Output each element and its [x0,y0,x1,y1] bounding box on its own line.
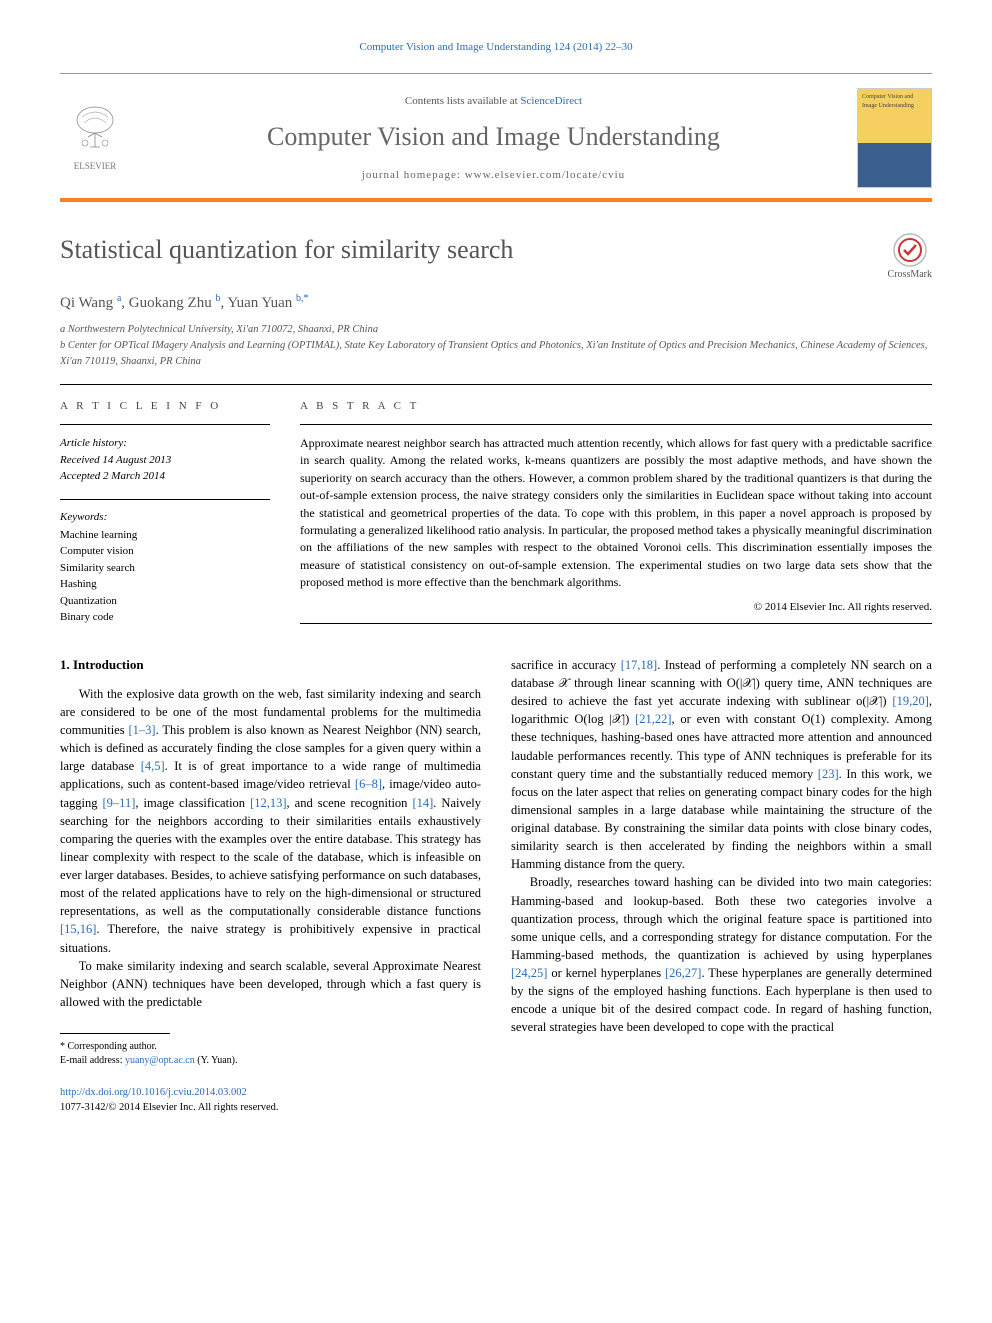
divider [60,424,270,425]
header-center: Contents lists available at ScienceDirec… [150,94,837,183]
keyword: Machine learning [60,527,270,544]
body-columns: 1. Introduction With the explosive data … [60,656,932,1068]
citation-link[interactable]: [26,27] [665,966,701,980]
divider [60,499,270,500]
citation-link[interactable]: [12,13] [250,796,286,810]
citation-link[interactable]: [19,20] [892,694,928,708]
homepage-prefix: journal homepage: [362,169,465,181]
received-date: Received 14 August 2013 [60,452,270,469]
body-paragraph: sacrifice in accuracy [17,18]. Instead o… [511,656,932,874]
info-abstract-row: A R T I C L E I N F O Article history: R… [60,399,932,626]
citation-link[interactable]: [24,25] [511,966,547,980]
top-reference-link[interactable]: Computer Vision and Image Understanding … [359,41,632,53]
journal-name: Computer Vision and Image Understanding [150,119,837,155]
divider [300,424,932,425]
citation-link[interactable]: [15,16] [60,922,96,936]
crossmark-icon [892,232,928,268]
divider [300,623,932,624]
body-paragraph: To make similarity indexing and search s… [60,957,481,1011]
citation-link[interactable]: [17,18] [621,658,657,672]
article-info: A R T I C L E I N F O Article history: R… [60,399,270,626]
citation-link[interactable]: [4,5] [141,759,165,773]
bottom-info: http://dx.doi.org/10.1016/j.cviu.2014.03… [60,1086,932,1115]
column-left: 1. Introduction With the explosive data … [60,656,481,1068]
corresponding-author-note: * Corresponding author. [60,1040,481,1054]
paper-title: Statistical quantization for similarity … [60,232,513,268]
crossmark-badge[interactable]: CrossMark [888,232,932,282]
crossmark-label: CrossMark [888,268,932,282]
citation-link[interactable]: [23] [818,767,839,781]
affiliations: a Northwestern Polytechnical University,… [60,322,932,369]
email-line: E-mail address: yuany@opt.ac.cn (Y. Yuan… [60,1054,481,1068]
divider [60,384,932,385]
journal-homepage: journal homepage: www.elsevier.com/locat… [150,168,837,183]
keyword: Similarity search [60,560,270,577]
keyword: Binary code [60,609,270,626]
footnote-separator [60,1033,170,1034]
column-right: sacrifice in accuracy [17,18]. Instead o… [511,656,932,1068]
article-history: Article history: Received 14 August 2013… [60,435,270,485]
keywords-label: Keywords: [60,510,270,525]
email-link[interactable]: yuany@opt.ac.cn [125,1055,195,1066]
keywords-list: Machine learning Computer vision Similar… [60,527,270,626]
keyword: Hashing [60,576,270,593]
abstract: A B S T R A C T Approximate nearest neig… [300,399,932,626]
authors: Qi Wang a, Guokang Zhu b, Yuan Yuan b,* [60,292,932,314]
elsevier-tree-icon [70,105,120,160]
abstract-text: Approximate nearest neighbor search has … [300,435,932,592]
citation-link[interactable]: [1–3] [128,723,155,737]
journal-cover-thumb: Computer Vision and Image Understanding [857,88,932,188]
affiliation-b: b Center for OPTical IMagery Analysis an… [60,338,932,370]
doi-link[interactable]: http://dx.doi.org/10.1016/j.cviu.2014.03… [60,1087,247,1098]
body-paragraph: Broadly, researches toward hashing can b… [511,873,932,1036]
body-paragraph: With the explosive data growth on the we… [60,685,481,957]
cover-title-text: Computer Vision and Image Understanding [862,94,914,108]
keyword: Quantization [60,593,270,610]
top-reference: Computer Vision and Image Understanding … [60,40,932,55]
abstract-copyright: © 2014 Elsevier Inc. All rights reserved… [300,600,932,615]
affiliation-a: a Northwestern Polytechnical University,… [60,322,932,338]
sciencedirect-link[interactable]: ScienceDirect [520,95,582,107]
contents-prefix: Contents lists available at [405,95,520,107]
issn-copyright: 1077-3142/© 2014 Elsevier Inc. All right… [60,1102,279,1113]
homepage-url: www.elsevier.com/locate/cviu [465,169,625,181]
keyword: Computer vision [60,543,270,560]
citation-link[interactable]: [6–8] [355,777,382,791]
email-suffix: (Y. Yuan). [197,1055,237,1066]
footnotes: * Corresponding author. E-mail address: … [60,1040,481,1068]
history-label: Article history: [60,435,270,452]
contents-line: Contents lists available at ScienceDirec… [150,94,837,109]
citation-link[interactable]: [14] [412,796,433,810]
section-heading: 1. Introduction [60,656,481,675]
article-info-heading: A R T I C L E I N F O [60,399,270,414]
title-row: Statistical quantization for similarity … [60,232,932,282]
journal-header: ELSEVIER Contents lists available at Sci… [60,73,932,202]
abstract-heading: A B S T R A C T [300,399,932,414]
accepted-date: Accepted 2 March 2014 [60,468,270,485]
citation-link[interactable]: [9–11] [103,796,136,810]
elsevier-logo: ELSEVIER [60,98,130,178]
elsevier-label: ELSEVIER [74,160,117,173]
citation-link[interactable]: [21,22] [635,712,671,726]
email-label: E-mail address: [60,1055,125,1066]
